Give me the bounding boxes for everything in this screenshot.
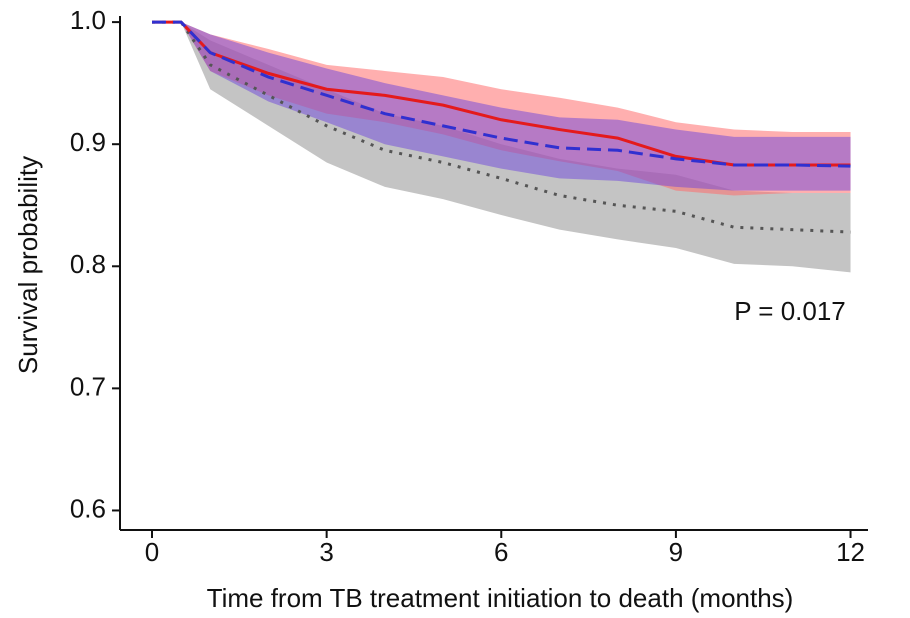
x-tick-label: 12	[836, 537, 865, 567]
x-tick-label: 0	[145, 537, 159, 567]
x-tick-label: 3	[319, 537, 333, 567]
x-axis-title: Time from TB treatment initiation to dea…	[207, 583, 794, 613]
y-tick-label: 0.7	[70, 371, 106, 401]
y-axis-title: Survival probability	[13, 156, 43, 374]
y-tick-label: 0.8	[70, 249, 106, 279]
annotation: P = 0.017	[734, 296, 846, 326]
x-tick-label: 6	[494, 537, 508, 567]
y-tick-label: 0.9	[70, 127, 106, 157]
y-tick-label: 0.6	[70, 493, 106, 523]
x-tick-label: 9	[669, 537, 683, 567]
confidence-band	[152, 22, 851, 191]
y-tick-label: 1.0	[70, 5, 106, 35]
survival-line	[152, 20, 851, 168]
survival-line	[152, 20, 851, 234]
